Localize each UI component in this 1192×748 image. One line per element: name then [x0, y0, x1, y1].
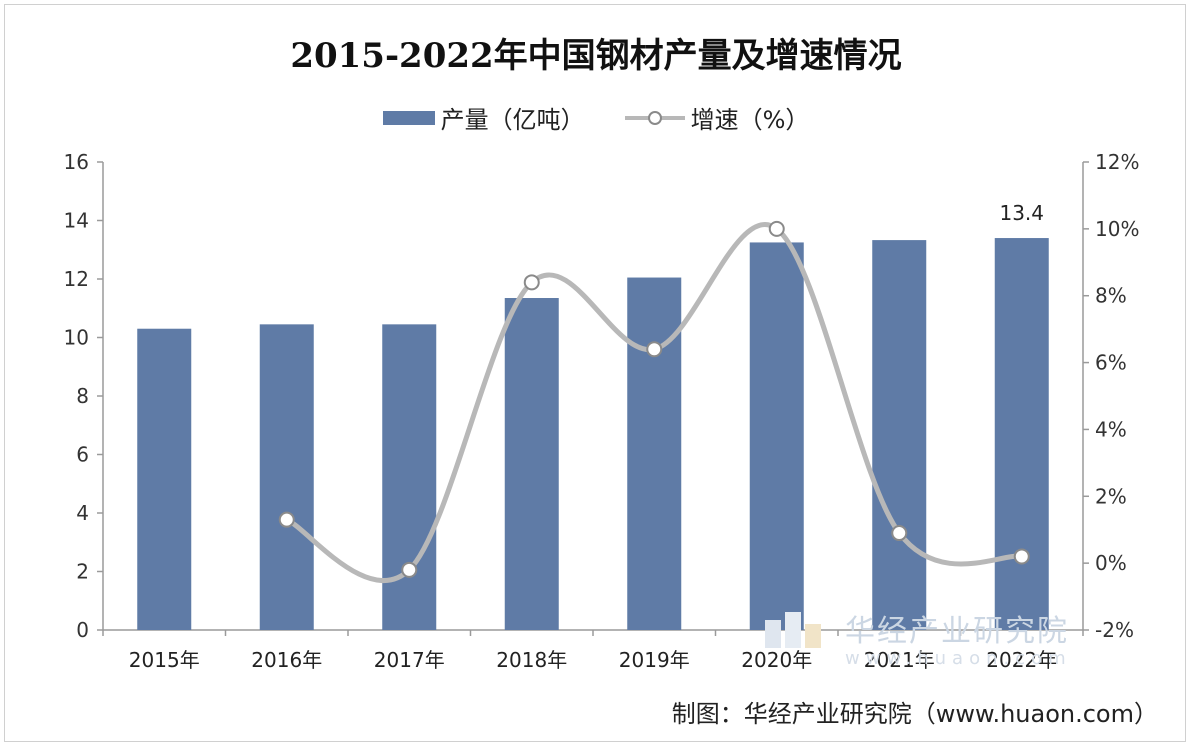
left-axis-tick-label: 14	[64, 209, 89, 233]
growth-rate-point	[523, 274, 540, 291]
production-bar	[259, 324, 314, 630]
x-axis-category-label: 2018年	[496, 648, 567, 672]
watermark-url: www.huaon.com	[845, 648, 1072, 669]
left-axis-tick-label: 8	[76, 384, 89, 408]
source-note: 制图：华经产业研究院（www.huaon.com）	[671, 700, 1158, 728]
growth-rate-point	[401, 561, 418, 578]
production-bar	[872, 240, 927, 630]
growth-rate-point	[1013, 548, 1030, 565]
production-bar	[749, 242, 804, 630]
legend-production-label: 产量（亿吨）	[440, 106, 585, 134]
production-bar	[382, 324, 437, 630]
left-axis-tick-label: 2	[76, 560, 89, 584]
right-axis-tick-label: 12%	[1095, 150, 1139, 174]
x-axis-category-label: 2015年	[129, 648, 200, 672]
right-axis-tick-label: 4%	[1095, 417, 1127, 441]
right-axis-tick-label: 10%	[1095, 217, 1139, 241]
watermark-logo-icon	[765, 612, 821, 648]
right-axis-tick-label: 8%	[1095, 284, 1127, 308]
legend-line-swatch	[624, 110, 685, 125]
left-axis-tick-label: 16	[64, 150, 89, 174]
production-bar	[504, 298, 559, 630]
production-bar	[137, 328, 192, 630]
right-axis-tick-label: 6%	[1095, 351, 1127, 375]
left-axis-tick-label: 10	[64, 326, 89, 350]
left-axis-tick-label: 12	[64, 267, 89, 291]
x-axis-category-label: 2016年	[251, 648, 322, 672]
production-bar	[994, 238, 1049, 631]
chart-frame	[4, 4, 1186, 742]
chart-title: 2015-2022年中国钢材产量及增速情况	[290, 36, 902, 76]
bar-data-label: 13.4	[999, 201, 1044, 225]
legend-bar-swatch	[382, 110, 435, 125]
legend-growth-label: 增速（%）	[690, 106, 810, 134]
left-axis-tick-label: 0	[76, 618, 89, 642]
x-axis-category-label: 2017年	[374, 648, 445, 672]
growth-rate-point	[891, 525, 908, 542]
growth-rate-point	[278, 511, 295, 528]
left-axis-tick-label: 4	[76, 501, 89, 525]
right-axis-tick-label: -2%	[1095, 618, 1134, 642]
x-axis-category-label: 2019年	[619, 648, 690, 672]
right-axis-tick-label: 0%	[1095, 551, 1127, 575]
watermark-name: 华经产业研究院	[845, 614, 1069, 649]
growth-rate-point	[768, 220, 785, 237]
x-axis-category-label: 2021年	[864, 648, 935, 672]
chart-legend: 产量（亿吨） 增速（%）	[0, 100, 1192, 135]
legend-item-growth: 增速（%）	[624, 100, 810, 135]
growth-rate-point	[646, 341, 663, 358]
x-axis-category-label: 2020年	[741, 648, 812, 672]
left-axis-tick-label: 6	[76, 443, 89, 467]
production-bar	[627, 277, 682, 630]
right-axis-tick-label: 2%	[1095, 484, 1127, 508]
x-axis-category-label: 2022年	[986, 648, 1057, 672]
legend-item-production: 产量（亿吨）	[382, 100, 585, 135]
